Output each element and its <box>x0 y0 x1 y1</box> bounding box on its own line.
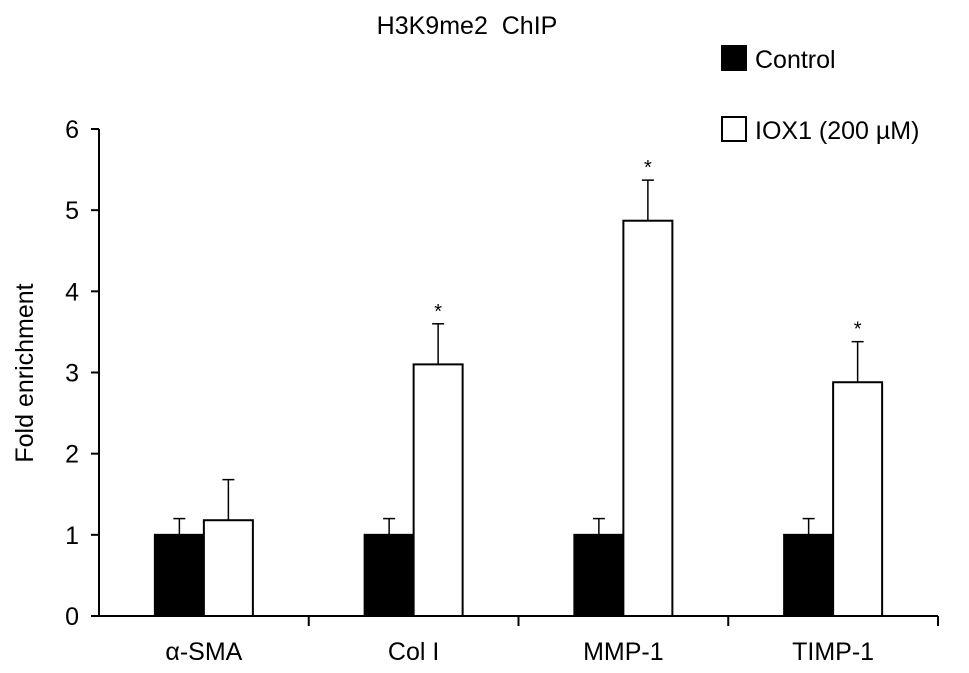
legend: Control IOX1 (200 µM) <box>721 45 919 145</box>
bar-control <box>363 533 415 617</box>
y-tick-label: 2 <box>65 441 79 469</box>
bar-iox1 <box>202 519 254 617</box>
bar-control <box>783 533 835 617</box>
bar-iox1 <box>832 381 884 617</box>
bar-control <box>573 533 625 617</box>
y-tick-label: 5 <box>65 197 79 225</box>
x-tick-label: α-SMA <box>165 638 242 666</box>
x-tick-label: MMP-1 <box>583 638 664 666</box>
x-tick-label: Col I <box>388 638 439 666</box>
bar-control <box>153 533 205 617</box>
significance-marker: * <box>644 157 652 179</box>
bar-iox1 <box>412 363 464 617</box>
y-tick-label: 1 <box>65 522 79 550</box>
y-axis-label: Fold enrichment <box>11 283 39 462</box>
significance-marker: * <box>854 319 862 341</box>
significance-marker: * <box>434 301 442 323</box>
legend-swatch-control <box>721 45 747 71</box>
y-tick-label: 0 <box>65 603 79 631</box>
y-tick-label: 3 <box>65 360 79 388</box>
legend-label-iox1: IOX1 (200 µM) <box>755 117 919 145</box>
chart-title: H3K9me2 ChIP <box>377 12 558 40</box>
legend-swatch-iox1 <box>721 116 747 142</box>
bar-iox1 <box>622 219 674 618</box>
x-tick-label: TIMP-1 <box>792 638 874 666</box>
legend-label-control: Control <box>755 46 836 74</box>
y-tick-label: 6 <box>65 116 79 144</box>
bars: * * * <box>153 157 884 618</box>
y-tick-label: 4 <box>65 278 79 306</box>
